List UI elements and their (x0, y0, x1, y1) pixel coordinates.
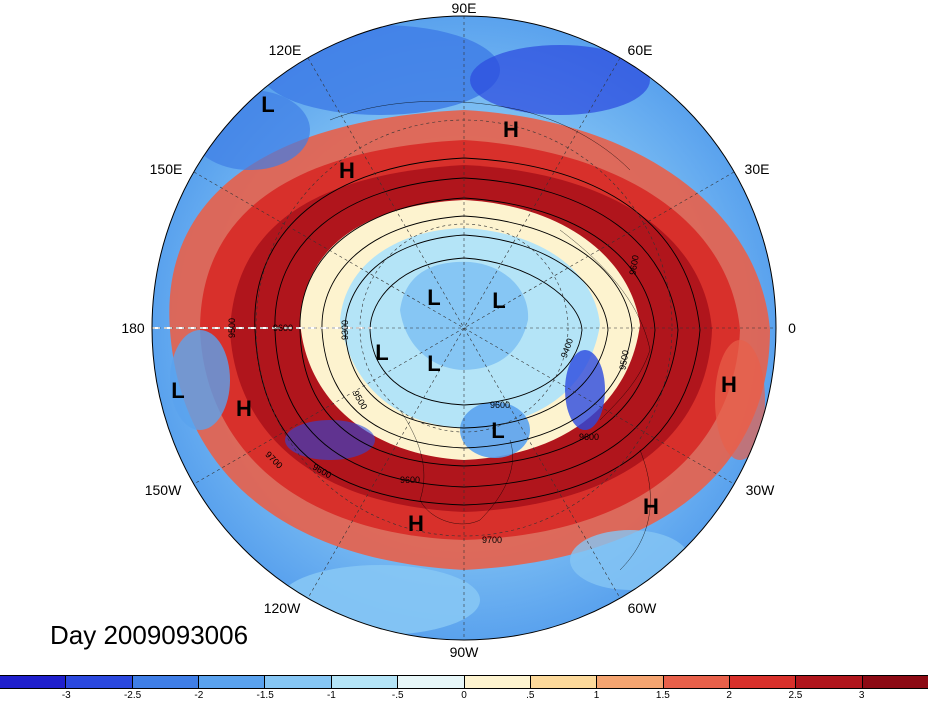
colorbar-swatch (265, 676, 332, 688)
anomaly-field (152, 16, 776, 640)
lon-label-90w: 90W (449, 644, 479, 660)
lon-label-150e: 150E (149, 161, 183, 177)
pressure-center-label: H (408, 511, 424, 536)
lon-label-30w: 30W (745, 482, 775, 498)
pressure-center-label: H (503, 117, 519, 142)
colorbar-tick-label: 1.5 (655, 690, 670, 701)
colorbar-swatch (132, 676, 200, 688)
pressure-center-label: H (643, 494, 659, 519)
colorbar-swatch (530, 676, 598, 688)
pressure-center-label: L (171, 378, 185, 403)
contour-label: 9600 (489, 400, 511, 410)
pressure-center-label: H (721, 372, 737, 397)
colorbar-tick-label: -.5 (391, 690, 404, 701)
contour-label: 9600 (272, 323, 294, 333)
colorbar-swatch (66, 676, 133, 688)
lon-label-150w: 150W (144, 482, 182, 498)
colorbar-tick-label: 0 (461, 690, 467, 701)
lon-label-120w: 120W (263, 600, 301, 616)
colorbar-swatch (663, 676, 730, 688)
colorbar-swatch (464, 676, 531, 688)
colorbar-tick-label: 2.5 (788, 690, 803, 701)
colorbar-tick-label: .5 (526, 690, 535, 701)
pressure-center-label: L (261, 92, 275, 117)
lon-label-30e: 30E (744, 161, 770, 177)
colorbar-swatch (862, 676, 928, 688)
contour-label: 9600 (578, 432, 600, 442)
pressure-center-label: H (236, 396, 252, 421)
colorbar-tick-label: 1 (593, 690, 600, 701)
lon-label-120e: 120E (268, 42, 302, 58)
colorbar-tick-label: -2.5 (123, 690, 142, 701)
colorbar-swatch (199, 676, 266, 688)
lon-label-60w: 60W (627, 600, 657, 616)
colorbar-swatch (331, 676, 399, 688)
colorbar-tick-label: -1.5 (256, 690, 274, 701)
colorbar-tick-label: -1 (326, 690, 336, 701)
colorbar-swatch (597, 676, 664, 688)
pressure-center-label: H (339, 158, 355, 183)
lon-label-60e: 60E (627, 42, 653, 58)
colorbar (0, 675, 928, 689)
pressure-center-label: L (375, 340, 389, 365)
colorbar-swatch (796, 676, 863, 688)
date-label: Day 2009093006 (50, 620, 249, 650)
contour-label: 9300 (340, 319, 350, 341)
colorbar-tick-label: 3 (858, 690, 865, 701)
pressure-center-label: L (427, 351, 441, 376)
pressure-center-label: L (491, 418, 505, 443)
lon-label-0: 0 (788, 320, 796, 336)
lon-label-180: 180 (121, 320, 145, 336)
lon-label-90e: 90E (451, 0, 477, 16)
colorbar-tick-label: 2 (726, 690, 732, 701)
colorbar-tick-label: -3 (61, 690, 71, 701)
polar-stereographic-map (151, 15, 777, 641)
contour-label: 9700 (481, 535, 503, 545)
pressure-center-label: L (492, 288, 506, 313)
colorbar-swatch (398, 676, 465, 688)
pressure-center-label: L (427, 285, 441, 310)
colorbar-swatch (0, 676, 67, 688)
colorbar-swatch (729, 676, 797, 688)
colorbar-tick-label: -2 (194, 690, 204, 701)
contour-label: 9500 (227, 317, 237, 339)
contour-label: 9600 (399, 475, 421, 485)
